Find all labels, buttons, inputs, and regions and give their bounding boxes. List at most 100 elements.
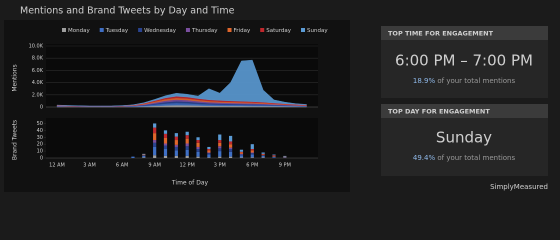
legend-swatch (185, 28, 190, 32)
y-axis-title: Mentions (12, 64, 19, 91)
bar-segment (261, 155, 265, 158)
panel-percent: 18.9% (413, 77, 436, 85)
panel-value: 6:00 PM – 7:00 PM (395, 52, 533, 70)
bar-segment (174, 133, 178, 137)
bar-segment (163, 145, 168, 150)
bar-segment (229, 141, 233, 145)
bar-segment (196, 156, 200, 158)
bar-segment (218, 142, 222, 147)
bar-segment (174, 140, 178, 145)
bar-segment (196, 146, 200, 150)
bar-segment (261, 152, 265, 154)
bar-segment (185, 155, 189, 158)
bar-segment (261, 154, 265, 156)
x-tick-label: 3 AM (83, 163, 96, 169)
y-tick-label: 30 (37, 135, 43, 141)
bar-segment (218, 156, 222, 158)
bar-segment (272, 156, 276, 158)
y-tick-label: 50 (37, 121, 43, 127)
legend-swatch (138, 28, 143, 32)
x-tick-label: 6 PM (246, 163, 258, 169)
legend-swatch (227, 28, 232, 32)
panel-body (381, 40, 548, 98)
x-tick-label: 6 AM (116, 163, 129, 169)
bar-segment (153, 142, 157, 147)
legend-label: Monday (68, 28, 90, 34)
bar-segment (250, 149, 254, 151)
bar-segment (207, 154, 211, 158)
bar-segment (261, 155, 265, 156)
bar-segment (239, 154, 244, 156)
bar-segment (174, 144, 178, 147)
bar-segment (153, 127, 157, 134)
bar-segment (196, 149, 200, 152)
bar-segment (153, 123, 157, 128)
y-tick-label: 8.0K (32, 56, 44, 62)
bar-segment (229, 151, 233, 157)
bar-segment (153, 133, 157, 141)
bar-segment (239, 152, 244, 154)
x-tick-label: 9 PM (279, 163, 291, 169)
legend-label: Friday (234, 28, 251, 34)
bar-segment (163, 137, 168, 144)
bar-segment (185, 146, 189, 150)
bar-segment (229, 147, 233, 150)
bar-segment (239, 155, 244, 158)
panel-header: TOP DAY FOR ENGAGEMENT (388, 108, 490, 116)
bar-segment (250, 150, 254, 153)
y-tick-label: 10 (37, 149, 43, 155)
bar-segment (272, 154, 276, 156)
bar-segment (196, 142, 200, 147)
y-tick-label: 20 (37, 142, 43, 148)
legend-label: Tuesday (105, 28, 129, 34)
bar-segment (174, 146, 178, 151)
panel-note-text: of your total mentions (437, 154, 515, 162)
bar-segment (153, 146, 157, 156)
bar-segment (131, 156, 135, 158)
bar-segment (196, 137, 200, 141)
bar-segment (185, 135, 189, 139)
bar-segment (261, 157, 265, 158)
bar-segment (229, 156, 233, 158)
bar-segment (163, 155, 168, 158)
bar-segment (174, 136, 178, 141)
bar-segment (207, 153, 211, 155)
bar-segment (239, 157, 244, 158)
bar-segment (250, 152, 254, 154)
bar-segment (250, 154, 254, 158)
bar-segment (142, 155, 146, 158)
legend-label: Sunday (307, 28, 328, 34)
legend-swatch (301, 28, 305, 32)
bar-segment (163, 133, 168, 138)
panel-header: TOP TIME FOR ENGAGEMENT (388, 30, 494, 38)
page: Mentions and Brand Tweets by Day and Tim… (11, 5, 548, 191)
bar-segment (272, 155, 276, 157)
bar-segment (218, 148, 222, 152)
y-tick-label: 0 (40, 105, 43, 111)
bar-segment (250, 144, 254, 150)
bar-segment (272, 157, 276, 158)
chart-title: Mentions and Brand Tweets by Day and Tim… (20, 6, 235, 17)
bar-segment (142, 154, 146, 156)
bar-segment (153, 155, 157, 158)
bar-segment (142, 157, 146, 158)
panel-body (381, 118, 548, 176)
bar-segment (196, 151, 200, 157)
bar-segment (174, 150, 178, 156)
y-tick-label: 4.0K (32, 80, 44, 86)
bar-segment (229, 135, 233, 142)
y-tick-label: 0 (40, 156, 43, 162)
panel-note-text: of your total mentions (437, 77, 515, 85)
y-tick-label: 2.0K (32, 92, 44, 98)
bar-segment (283, 157, 287, 158)
bar-segment (272, 155, 276, 156)
legend-swatch (62, 28, 66, 32)
bar-segment (163, 149, 168, 156)
bar-segment (283, 156, 287, 158)
legend-swatch (260, 28, 265, 32)
legend-label: Saturday (266, 28, 292, 34)
bar-segment (185, 143, 189, 147)
bar-segment (207, 152, 211, 154)
y-axis-title: Brand Tweets (12, 120, 19, 160)
bar-segment (218, 151, 222, 157)
